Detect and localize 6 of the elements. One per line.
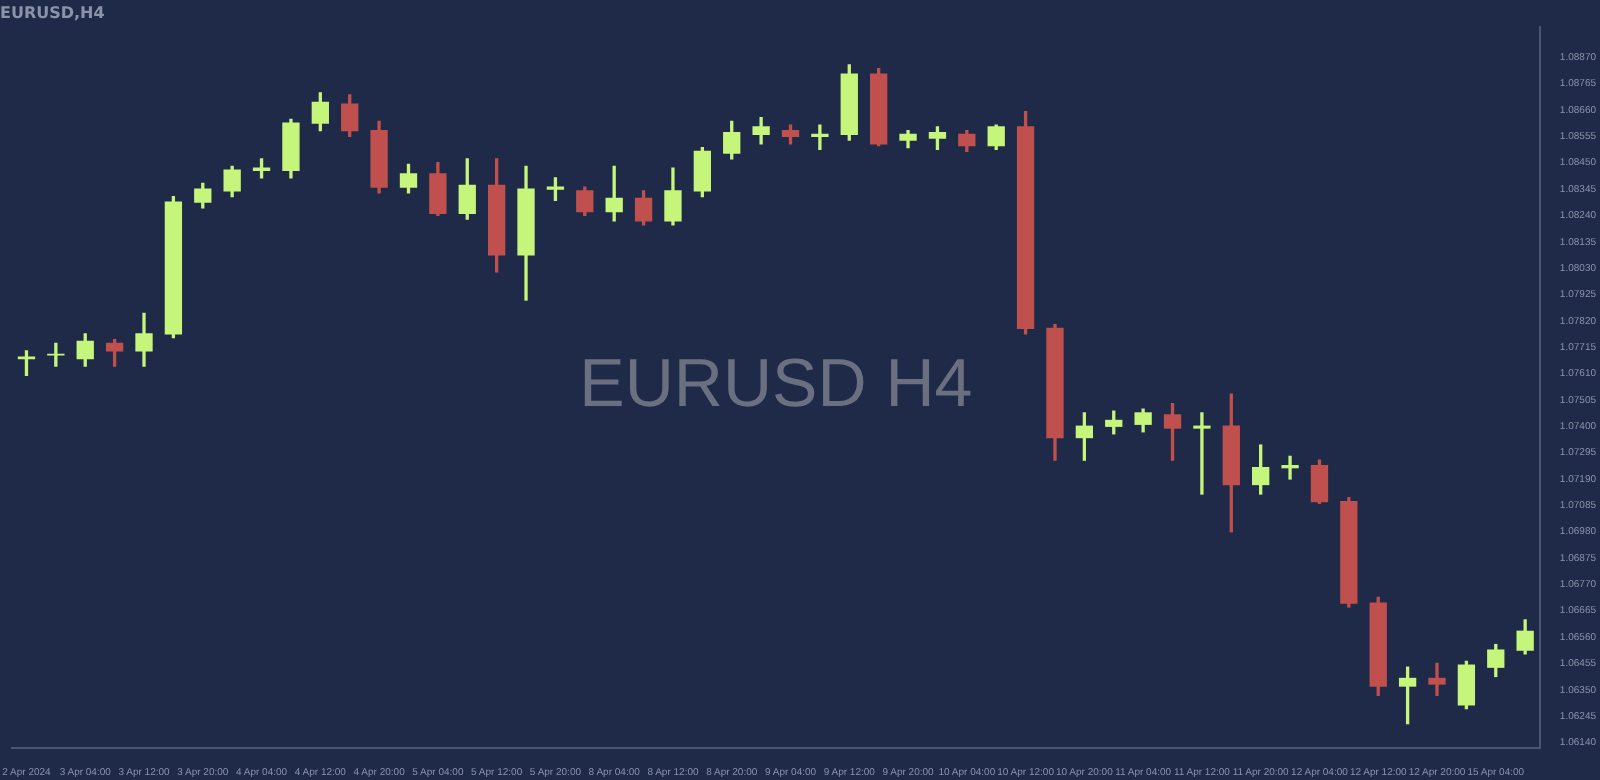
candlestick (1428, 662, 1446, 696)
chart-title: EURUSD,H4 (0, 3, 106, 22)
annotation: EURUSD H4 (579, 346, 973, 423)
candlestick (1193, 412, 1211, 495)
candlestick (1281, 455, 1299, 480)
candlestick (811, 124, 829, 151)
